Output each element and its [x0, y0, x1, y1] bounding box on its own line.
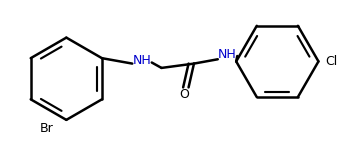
Text: NH: NH — [132, 54, 152, 67]
Text: O: O — [179, 88, 189, 101]
Text: Cl: Cl — [325, 55, 338, 68]
Text: Br: Br — [40, 122, 54, 135]
Text: NH: NH — [218, 48, 237, 61]
